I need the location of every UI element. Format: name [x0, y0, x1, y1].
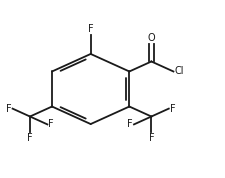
Text: F: F: [48, 119, 54, 129]
Text: O: O: [147, 33, 155, 43]
Text: F: F: [169, 104, 175, 114]
Text: F: F: [6, 104, 11, 114]
Text: F: F: [88, 24, 93, 34]
Text: Cl: Cl: [174, 66, 183, 77]
Text: F: F: [148, 133, 153, 143]
Text: F: F: [27, 133, 33, 143]
Text: F: F: [127, 119, 132, 129]
